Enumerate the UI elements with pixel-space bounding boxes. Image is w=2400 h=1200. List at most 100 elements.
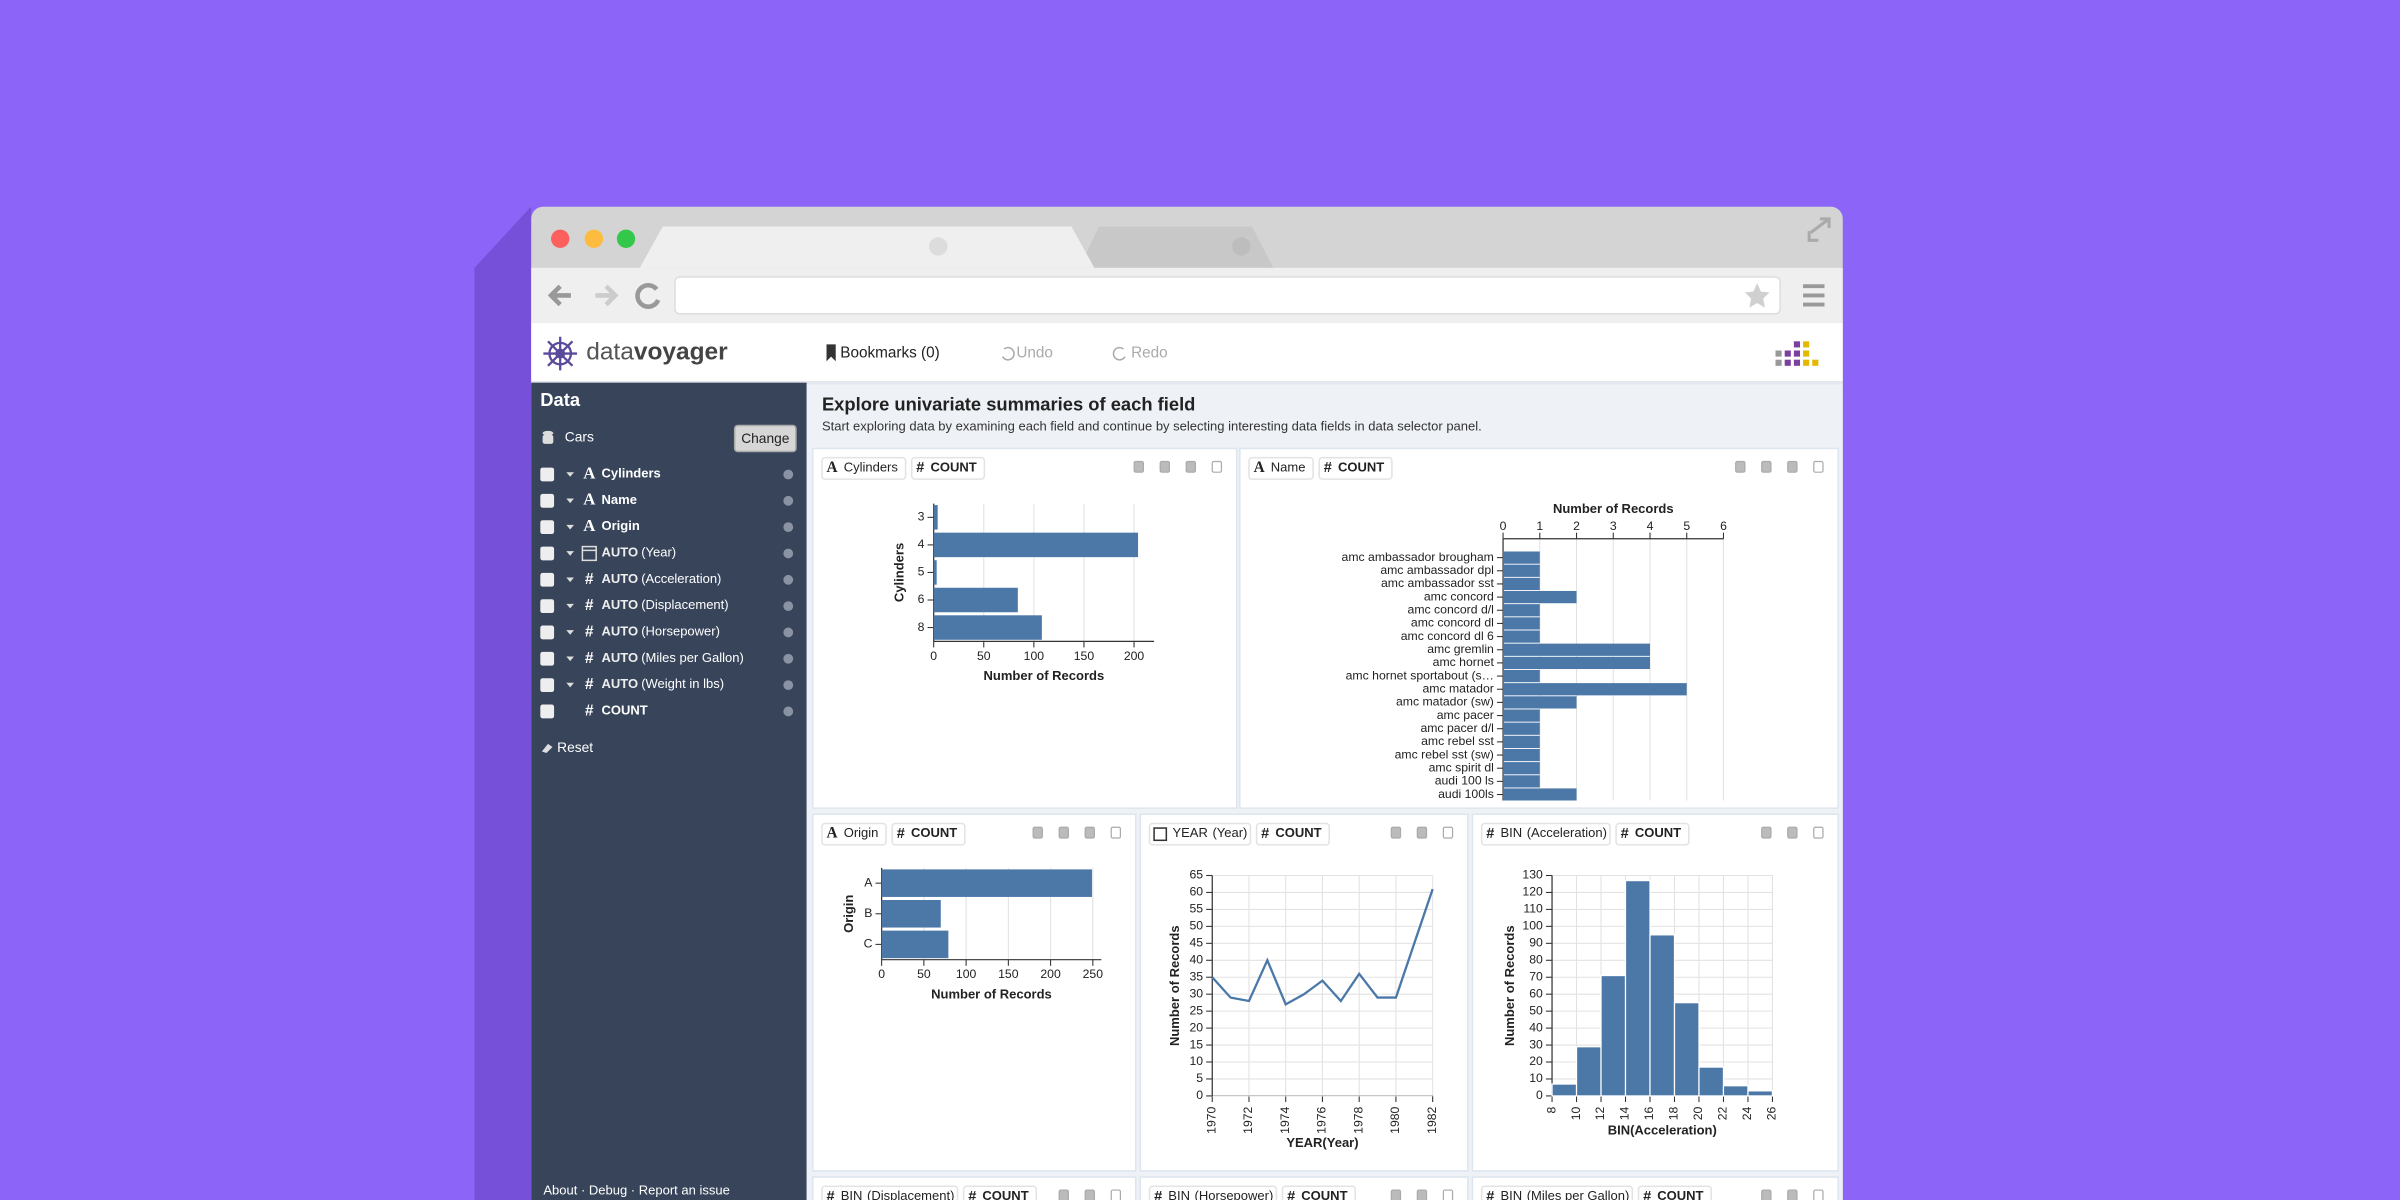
change-button[interactable] [733, 424, 797, 453]
info-icon[interactable] [783, 548, 794, 559]
checkbox[interactable] [540, 678, 555, 692]
panel-action[interactable] [1787, 1189, 1798, 1200]
panel-action[interactable] [1813, 826, 1824, 839]
panel-action[interactable] [1390, 1189, 1402, 1200]
back-button[interactable] [547, 284, 571, 307]
menu-button[interactable] [1803, 284, 1825, 307]
checkbox[interactable] [540, 572, 555, 587]
inactive-tab[interactable] [1079, 226, 1274, 268]
checkbox[interactable] [540, 520, 555, 535]
checkbox[interactable] [540, 599, 555, 614]
reset-button[interactable]: Reset [557, 740, 593, 755]
redo-button[interactable]: Redo [1131, 345, 1168, 362]
field-label[interactable]: AUTO (Acceleration) [602, 571, 722, 586]
close-button[interactable] [551, 229, 570, 248]
caret[interactable] [566, 656, 574, 662]
encoding-pill[interactable] [891, 822, 966, 846]
panel-action[interactable] [1110, 1189, 1122, 1200]
tab-close[interactable] [1232, 237, 1251, 256]
caret[interactable] [566, 577, 574, 583]
info-icon[interactable] [783, 627, 794, 638]
panel-action[interactable] [1813, 460, 1824, 473]
panel-action[interactable] [1761, 460, 1772, 473]
caret[interactable] [566, 524, 574, 530]
minimize-button[interactable] [584, 229, 604, 248]
info-icon[interactable] [783, 522, 794, 533]
checkbox[interactable] [540, 467, 555, 482]
encoding-pill[interactable] [1637, 1185, 1712, 1200]
forward-button[interactable] [595, 284, 619, 307]
info-icon[interactable] [783, 574, 794, 585]
bookmark-star[interactable] [1744, 283, 1770, 308]
field-label[interactable]: AUTO (Weight in lbs) [602, 677, 725, 692]
panel-action[interactable] [1084, 826, 1095, 839]
reload-button[interactable] [635, 282, 661, 309]
panel-action[interactable] [1761, 826, 1772, 839]
panel-action[interactable] [1084, 1189, 1095, 1200]
checkbox[interactable] [540, 625, 555, 640]
panel-action[interactable] [1185, 460, 1197, 473]
encoding-pill[interactable] [821, 1185, 959, 1200]
undo-button[interactable]: Undo [1016, 345, 1053, 362]
panel-action[interactable] [1390, 826, 1402, 839]
zoom-button[interactable] [616, 229, 636, 248]
info-icon[interactable] [783, 680, 794, 690]
address-bar[interactable] [674, 276, 1781, 315]
field-label[interactable]: Origin [602, 519, 640, 534]
field-label[interactable]: AUTO (Year) [602, 545, 677, 560]
panel-action[interactable] [1032, 826, 1043, 839]
field-label[interactable]: AUTO (Horsepower) [602, 624, 720, 639]
panel-action[interactable] [1110, 826, 1122, 839]
panel-action[interactable] [1735, 460, 1746, 473]
encoding-pill[interactable] [1615, 822, 1690, 846]
caret[interactable] [566, 630, 574, 635]
encoding-pill[interactable] [910, 456, 986, 480]
checkbox[interactable] [540, 704, 555, 719]
caret[interactable] [566, 498, 574, 504]
panel-action[interactable] [1442, 1189, 1454, 1200]
panel-action[interactable] [1761, 1189, 1772, 1200]
bookmarks-button[interactable]: Bookmarks (0) [840, 345, 939, 362]
footer-links[interactable]: About · Debug · Report an issue [543, 1182, 729, 1197]
encoding-pill[interactable] [1148, 822, 1252, 846]
caret[interactable] [566, 603, 574, 609]
encoding-pill[interactable] [821, 822, 887, 846]
info-icon[interactable] [783, 469, 794, 480]
panel-action[interactable] [1787, 826, 1798, 839]
field-label[interactable]: AUTO (Miles per Gallon) [602, 650, 744, 665]
encoding-pill[interactable] [1248, 456, 1314, 480]
field-label[interactable]: AUTO (Displacement) [602, 598, 729, 613]
panel-action[interactable] [1211, 460, 1223, 473]
fullscreen-icon[interactable] [1807, 217, 1831, 242]
caret[interactable] [566, 551, 574, 556]
panel-action[interactable] [1442, 826, 1454, 839]
panel-action[interactable] [1058, 1189, 1069, 1200]
change-button-label[interactable]: Change [741, 431, 790, 446]
encoding-pill[interactable] [1281, 1185, 1356, 1200]
encoding-pill[interactable] [1318, 456, 1393, 480]
encoding-pill[interactable] [962, 1185, 1038, 1200]
active-tab[interactable] [639, 226, 1095, 268]
encoding-pill[interactable] [1480, 822, 1611, 846]
caret[interactable] [566, 472, 574, 477]
panel-action[interactable] [1133, 460, 1144, 473]
tab-close[interactable] [929, 237, 948, 256]
checkbox[interactable] [540, 546, 555, 561]
info-icon[interactable] [783, 706, 794, 717]
panel-action[interactable] [1787, 460, 1798, 473]
caret[interactable] [566, 682, 574, 688]
panel-action[interactable] [1159, 460, 1170, 473]
panel-action[interactable] [1416, 826, 1428, 839]
panel-action[interactable] [1416, 1189, 1428, 1200]
info-icon[interactable] [783, 495, 794, 506]
encoding-pill[interactable] [821, 456, 907, 480]
field-label[interactable]: Cylinders [602, 466, 661, 481]
field-label[interactable]: Name [602, 492, 637, 507]
field-label[interactable]: COUNT [602, 703, 648, 718]
info-icon[interactable] [783, 601, 794, 612]
checkbox[interactable] [540, 493, 555, 508]
panel-action[interactable] [1058, 826, 1069, 839]
panel-action[interactable] [1813, 1189, 1824, 1200]
encoding-pill[interactable] [1255, 822, 1331, 846]
encoding-pill[interactable] [1148, 1185, 1278, 1200]
